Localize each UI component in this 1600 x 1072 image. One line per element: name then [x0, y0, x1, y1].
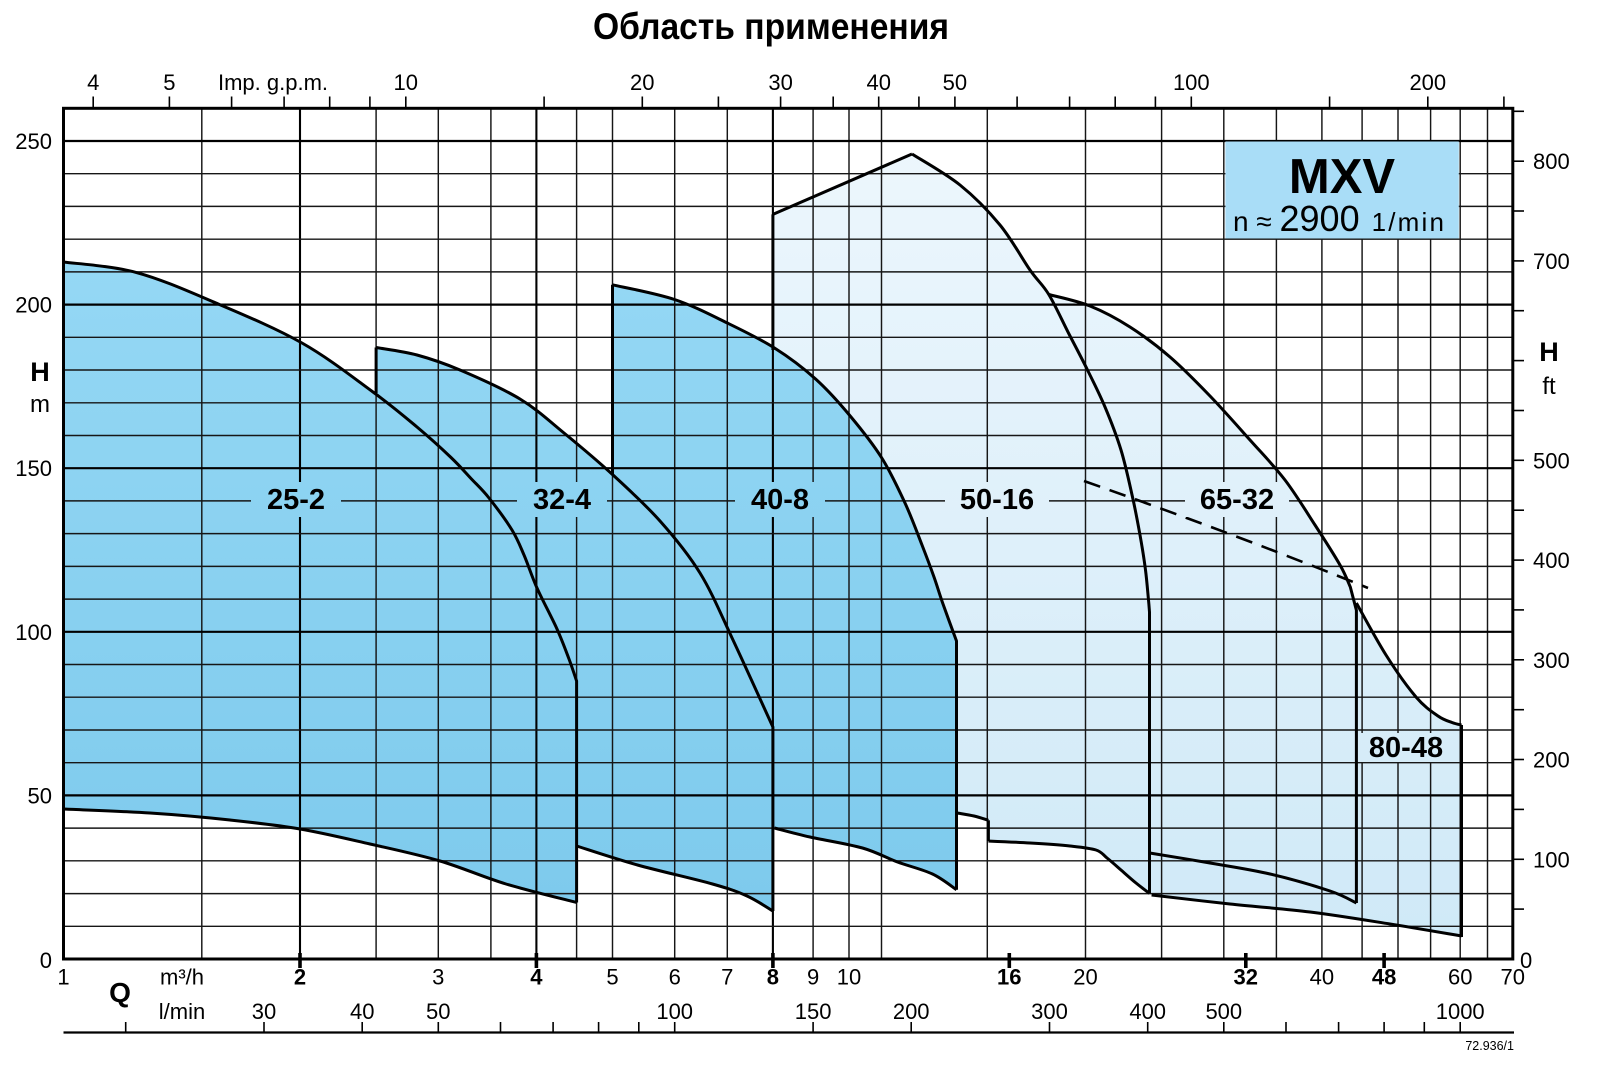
svg-text:5: 5 [606, 965, 618, 990]
svg-text:0: 0 [1520, 948, 1532, 973]
svg-text:0: 0 [40, 948, 52, 973]
svg-text:l/min: l/min [159, 999, 205, 1024]
svg-text:50: 50 [426, 999, 450, 1024]
svg-text:65-32: 65-32 [1200, 484, 1274, 516]
svg-text:500: 500 [1205, 999, 1242, 1024]
svg-text:200: 200 [15, 293, 52, 318]
svg-text:400: 400 [1129, 999, 1166, 1024]
svg-text:70: 70 [1501, 965, 1525, 990]
svg-text:40: 40 [1310, 965, 1334, 990]
svg-text:7: 7 [721, 965, 733, 990]
svg-text:80-48: 80-48 [1369, 732, 1443, 764]
svg-text:150: 150 [795, 999, 832, 1024]
svg-text:10: 10 [394, 70, 418, 95]
svg-text:3: 3 [432, 965, 444, 990]
svg-text:50: 50 [943, 70, 967, 95]
svg-text:200: 200 [1409, 70, 1446, 95]
svg-text:100: 100 [15, 620, 52, 645]
svg-text:Q: Q [109, 977, 131, 1008]
svg-text:400: 400 [1533, 548, 1570, 573]
svg-text:30: 30 [252, 999, 276, 1024]
svg-text:40: 40 [866, 70, 890, 95]
svg-text:300: 300 [1533, 648, 1570, 673]
svg-text:100: 100 [1533, 847, 1570, 872]
svg-text:32: 32 [1234, 965, 1258, 990]
svg-text:200: 200 [893, 999, 930, 1024]
svg-text:ft: ft [1542, 373, 1556, 400]
svg-text:20: 20 [1073, 965, 1097, 990]
svg-text:100: 100 [1173, 70, 1210, 95]
svg-text:16: 16 [997, 965, 1021, 990]
svg-text:1: 1 [57, 965, 69, 990]
svg-text:4: 4 [87, 70, 99, 95]
svg-text:2: 2 [294, 965, 306, 990]
svg-text:50: 50 [28, 783, 52, 808]
svg-text:700: 700 [1533, 249, 1570, 274]
svg-text:10: 10 [837, 965, 861, 990]
svg-text:25-2: 25-2 [267, 484, 325, 516]
svg-text:200: 200 [1533, 748, 1570, 773]
svg-text:50-16: 50-16 [960, 484, 1034, 516]
svg-text:20: 20 [630, 70, 654, 95]
svg-text:9: 9 [807, 965, 819, 990]
svg-text:8: 8 [767, 965, 779, 990]
svg-text:Область применения: Область применения [593, 6, 949, 47]
svg-text:150: 150 [15, 456, 52, 481]
svg-text:5: 5 [163, 70, 175, 95]
svg-text:250: 250 [15, 129, 52, 154]
svg-text:Imp. g.p.m.: Imp. g.p.m. [218, 70, 328, 95]
svg-text:60: 60 [1448, 965, 1472, 990]
svg-text:MXV: MXV [1289, 150, 1396, 204]
svg-text:6: 6 [669, 965, 681, 990]
svg-text:32-4: 32-4 [533, 484, 591, 516]
svg-text:m: m [30, 391, 50, 418]
svg-text:H: H [30, 357, 50, 387]
svg-text:30: 30 [768, 70, 792, 95]
svg-text:1000: 1000 [1436, 999, 1485, 1024]
svg-text:300: 300 [1031, 999, 1068, 1024]
svg-text:48: 48 [1372, 965, 1396, 990]
svg-text:40-8: 40-8 [751, 484, 809, 516]
svg-text:72.936/1: 72.936/1 [1465, 1039, 1514, 1053]
svg-text:m³/h: m³/h [160, 965, 204, 990]
svg-text:100: 100 [656, 999, 693, 1024]
svg-text:500: 500 [1533, 448, 1570, 473]
svg-text:4: 4 [530, 965, 543, 990]
svg-text:40: 40 [350, 999, 374, 1024]
svg-text:H: H [1539, 337, 1559, 367]
svg-text:800: 800 [1533, 149, 1570, 174]
